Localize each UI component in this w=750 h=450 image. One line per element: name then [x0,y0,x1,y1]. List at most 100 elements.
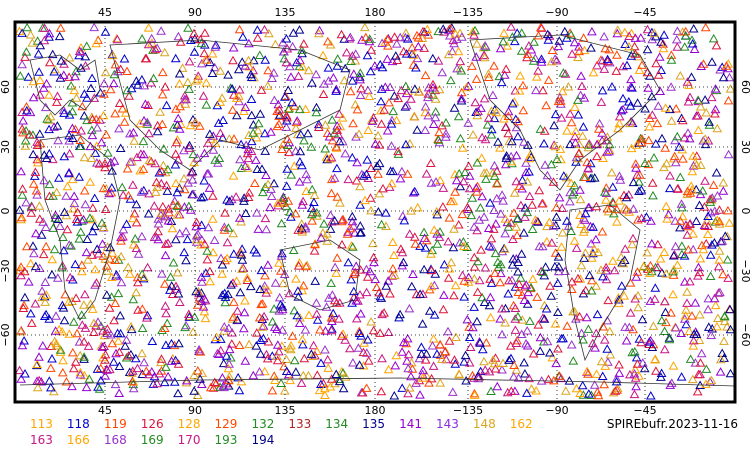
triangle-marker [619,27,630,37]
triangle-marker [454,237,465,247]
triangle-marker [64,168,74,178]
triangle-marker [629,389,640,399]
triangle-marker [263,65,273,75]
triangle-marker [525,316,535,325]
triangle-marker [14,365,25,375]
triangle-marker [644,113,655,122]
triangle-marker [447,46,458,56]
triangle-marker [577,81,587,90]
triangle-marker [567,189,578,199]
triangle-marker [153,226,163,236]
triangle-marker [123,262,134,271]
triangle-marker [17,124,28,133]
triangle-marker [579,253,589,262]
triangle-marker [643,135,654,145]
triangle-marker [516,200,526,210]
triangle-marker [503,128,514,138]
triangle-marker [19,300,29,310]
triangle-marker [483,223,494,232]
triangle-marker [302,174,312,184]
triangle-marker [455,56,466,66]
triangle-marker [393,149,404,158]
triangle-marker [79,185,90,195]
triangle-marker [477,191,488,201]
triangle-marker [437,354,447,363]
triangle-marker [644,268,655,277]
triangle-marker [656,37,666,46]
triangle-marker [664,333,675,342]
triangle-marker [229,134,239,143]
triangle-marker [693,369,704,379]
triangle-marker [460,167,470,176]
triangle-marker [691,160,702,169]
triangle-marker [161,239,171,248]
triangle-marker [170,159,181,169]
triangle-marker [507,136,517,146]
triangle-marker [578,213,589,222]
triangle-marker [451,175,462,185]
triangle-marker [691,111,702,120]
triangle-marker [228,228,239,238]
triangle-marker [479,297,490,306]
triangle-marker [531,72,542,81]
triangle-marker [86,153,97,162]
triangle-marker [332,192,343,201]
triangle-marker [583,163,593,173]
triangle-marker [21,47,32,56]
legend-item: 163 [30,433,53,447]
triangle-marker [286,72,296,81]
triangle-marker [611,373,622,383]
triangle-marker [578,390,589,399]
triangle-marker [592,151,602,161]
triangle-marker [479,52,490,62]
triangle-marker [179,202,190,211]
triangle-marker [311,107,322,117]
triangle-marker [182,77,193,86]
triangle-marker [34,129,45,138]
triangle-marker [49,122,59,131]
triangle-marker [488,90,498,99]
triangle-marker [419,43,430,52]
triangle-marker [20,52,30,61]
triangle-marker [85,177,96,186]
triangle-marker [347,242,358,251]
triangle-marker [521,158,531,167]
triangle-marker [79,110,90,120]
triangle-marker [288,245,299,254]
triangle-marker [184,84,194,93]
triangle-marker [260,128,270,138]
triangle-marker [329,173,340,182]
triangle-marker [318,50,328,60]
triangle-marker [254,50,265,59]
triangle-marker [28,149,39,159]
triangle-marker [309,246,320,255]
triangle-marker [44,57,55,67]
triangle-marker [173,113,184,123]
triangle-marker [362,50,373,60]
triangle-marker [173,288,184,298]
triangle-marker [419,264,429,274]
triangle-marker [528,348,539,358]
triangle-marker [340,63,351,73]
triangle-marker [100,355,110,364]
triangle-marker [169,377,180,386]
triangle-marker [472,39,482,48]
triangle-marker [96,321,106,330]
triangle-marker [157,201,168,211]
triangle-marker [154,368,165,378]
triangle-marker [269,304,279,313]
triangle-marker [415,289,425,298]
triangle-marker [533,30,544,40]
triangle-marker [79,89,90,98]
triangle-marker [502,41,513,50]
triangle-marker [270,39,281,49]
triangle-marker [451,332,461,341]
triangle-marker [348,69,359,78]
triangle-marker [94,159,105,168]
triangle-marker [373,130,383,140]
triangle-marker [415,390,425,399]
triangle-marker [437,67,448,77]
triangle-marker [690,358,701,367]
triangle-marker [673,183,683,193]
triangle-marker [303,65,314,75]
